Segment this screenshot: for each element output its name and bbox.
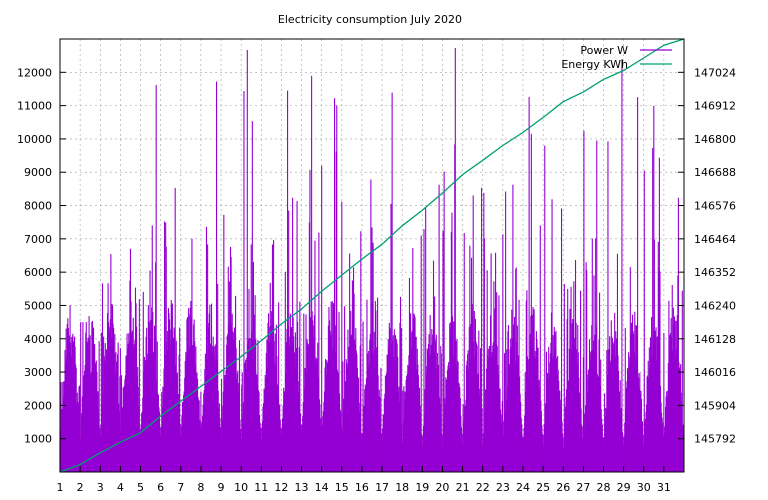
- y-tick-label: 7000: [24, 233, 52, 246]
- y2-tick-label: 145792: [694, 433, 736, 446]
- y-tick-label: 10000: [17, 133, 52, 146]
- y-tick-label: 4000: [24, 333, 52, 346]
- x-tick-label: 9: [218, 481, 225, 494]
- x-tick-label: 25: [536, 481, 550, 494]
- x-tick-label: 18: [395, 481, 409, 494]
- y-tick-label: 5000: [24, 299, 52, 312]
- x-tick-label: 22: [476, 481, 490, 494]
- energy-series: [59, 38, 685, 473]
- x-tick-label: 29: [617, 481, 631, 494]
- y-tick-label: 1000: [24, 433, 52, 446]
- y-tick-label: 8000: [24, 200, 52, 213]
- y2-tick-label: 146016: [694, 366, 736, 379]
- axes: 1000 2000 3000 4000 5000 6000 7000 8000 9000 1000…: [17, 66, 736, 494]
- y-tick-label: 9000: [24, 166, 52, 179]
- x-tick-label: 17: [375, 481, 389, 494]
- x-tick-label: 8: [197, 481, 204, 494]
- y-tick-label: 6000: [24, 266, 52, 279]
- y-tick-label: 11000: [17, 100, 52, 113]
- x-tick-label: 11: [254, 481, 268, 494]
- legend-energy-label: Energy KWh: [561, 58, 628, 71]
- y2-tick-label: 146128: [694, 333, 736, 346]
- x-tick-label: 30: [637, 481, 651, 494]
- x-tick-label: 27: [576, 481, 590, 494]
- x-tick-label: 7: [177, 481, 184, 494]
- y2-tick-label: 146800: [694, 133, 736, 146]
- y2-tick-label: 146352: [694, 266, 736, 279]
- x-tick-label: 21: [456, 481, 470, 494]
- x-tick-label: 28: [596, 481, 610, 494]
- y-tick-label: 3000: [24, 366, 52, 379]
- x-tick-label: 12: [274, 481, 288, 494]
- x-tick-label: 15: [335, 481, 349, 494]
- x-tick-label: 23: [496, 481, 510, 494]
- x-tick-label: 16: [355, 481, 369, 494]
- x-tick-label: 13: [295, 481, 309, 494]
- power-series: [59, 48, 684, 472]
- y2-tick-label: 146688: [694, 166, 736, 179]
- x-tick-label: 19: [415, 481, 429, 494]
- y2-tick-label: 146240: [694, 299, 736, 312]
- x-tick-label: 24: [516, 481, 530, 494]
- y2-tick-label: 146464: [694, 233, 736, 246]
- y-tick-label: 12000: [17, 66, 52, 79]
- y2-tick-label: 146576: [694, 200, 736, 213]
- x-tick-label: 26: [556, 481, 570, 494]
- plot-frame: [59, 38, 685, 473]
- energy-line: [59, 38, 685, 473]
- y-tick-label: 2000: [24, 399, 52, 412]
- x-tick-label: 2: [77, 481, 84, 494]
- x-tick-label: 1: [57, 481, 64, 494]
- x-tick-label: 20: [435, 481, 449, 494]
- x-tick-label: 6: [157, 481, 164, 494]
- x-tick-label: 31: [657, 481, 671, 494]
- y2-tick-label: 147024: [694, 66, 736, 79]
- x-tick-label: 4: [117, 481, 124, 494]
- y2-tick-label: 146912: [694, 100, 736, 113]
- x-tick-label: 10: [234, 481, 248, 494]
- x-tick-label: 14: [315, 481, 329, 494]
- chart-title: Electricity consumption July 2020: [278, 13, 462, 26]
- x-tick-label: 5: [137, 481, 144, 494]
- y2-tick-label: 145904: [694, 399, 736, 412]
- x-tick-label: 3: [97, 481, 104, 494]
- legend: Power W Energy KWh: [561, 44, 672, 71]
- legend-power-label: Power W: [580, 44, 628, 57]
